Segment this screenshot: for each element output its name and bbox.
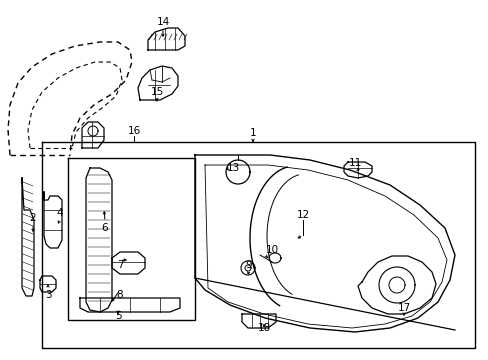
Text: 7: 7: [117, 260, 123, 270]
Text: 16: 16: [127, 126, 141, 136]
Text: 6: 6: [102, 223, 108, 233]
Text: 9: 9: [245, 260, 252, 270]
Text: 4: 4: [57, 208, 63, 218]
Text: 17: 17: [397, 303, 410, 313]
Text: 11: 11: [347, 158, 361, 168]
Text: 1: 1: [249, 128, 256, 138]
Text: 18: 18: [257, 323, 270, 333]
Text: 3: 3: [44, 290, 51, 300]
Text: 13: 13: [226, 163, 239, 173]
Text: 12: 12: [296, 210, 309, 220]
Text: 5: 5: [115, 311, 121, 321]
Text: 14: 14: [156, 17, 169, 27]
Text: 10: 10: [265, 245, 278, 255]
Text: 15: 15: [150, 87, 163, 97]
Text: 8: 8: [117, 290, 123, 300]
Text: 2: 2: [30, 213, 36, 223]
